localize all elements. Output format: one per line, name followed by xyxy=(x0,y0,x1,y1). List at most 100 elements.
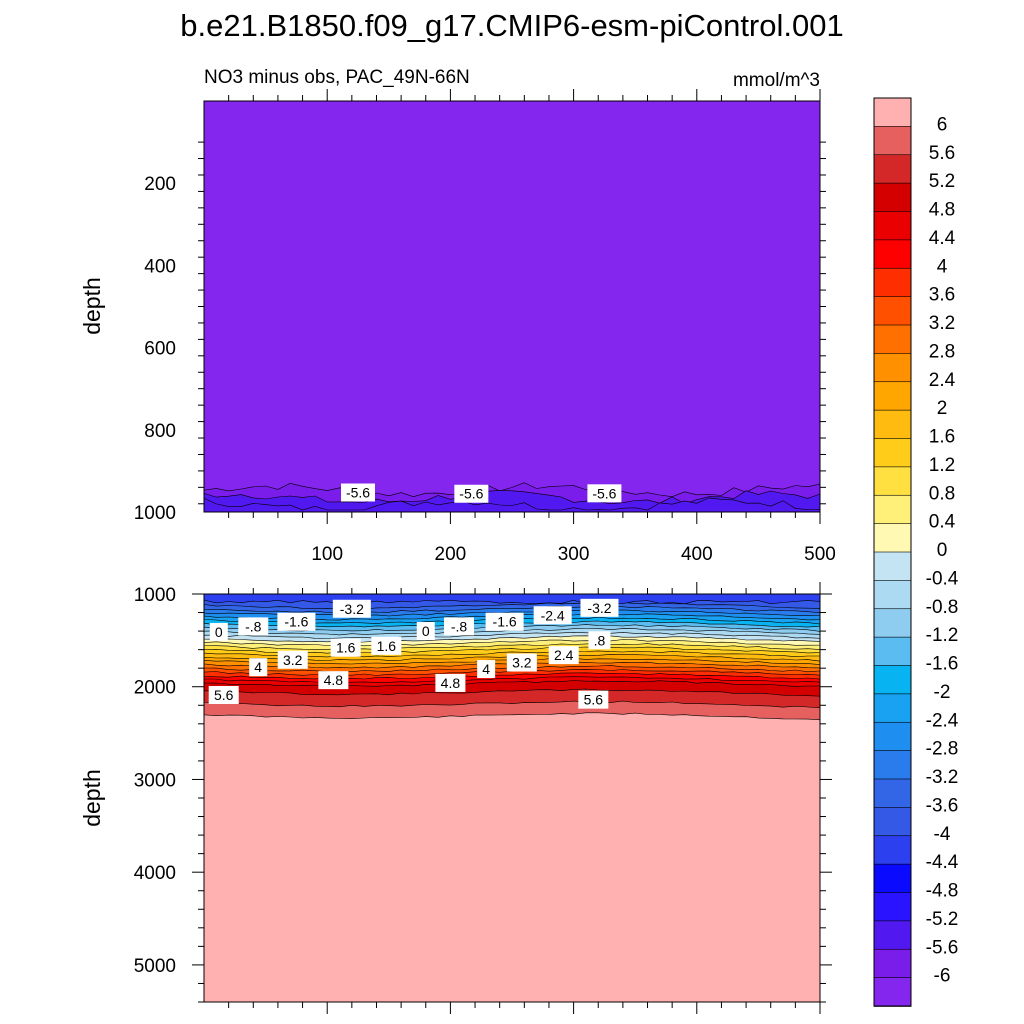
contour-label-box xyxy=(341,483,375,502)
contour-label: 3.2 xyxy=(283,652,303,668)
colorbar-label: 4.8 xyxy=(929,200,955,221)
contour-label-box xyxy=(238,617,269,636)
upper-panel: 200 400 600 800 1000 100 200 300 400 500 depth -5.6… xyxy=(79,89,836,565)
contour-label: 2.4 xyxy=(554,647,574,663)
colorbar-swatch xyxy=(873,409,912,440)
upper-y-axis-label: depth xyxy=(79,277,105,335)
x-tick-label: 200 xyxy=(435,544,467,565)
y-tick-label: 1000 xyxy=(134,503,176,524)
x-tick-label: 300 xyxy=(558,544,590,565)
colorbar-label: 6 xyxy=(937,114,948,135)
colorbar-label: -1.6 xyxy=(926,654,959,675)
colorbar-label: 5.6 xyxy=(929,143,955,164)
contour-label: -.8 xyxy=(245,618,262,634)
y-tick-label: 200 xyxy=(144,174,176,195)
colorbar-label: -4 xyxy=(934,824,951,845)
contour-label-box xyxy=(277,612,316,631)
colorbar-swatch xyxy=(873,97,912,128)
colorbar-swatch xyxy=(873,211,912,241)
contour-label-box xyxy=(435,673,466,692)
contour-label-box xyxy=(209,622,228,641)
colorbar-label: 4.4 xyxy=(929,228,956,249)
contour-label: 3.2 xyxy=(512,655,532,671)
colorbar-label: -2.4 xyxy=(926,710,959,731)
x-tick-label: 400 xyxy=(681,544,713,565)
colorbar-label: -5.2 xyxy=(926,909,959,930)
contour-label-box xyxy=(548,646,579,665)
colorbar-label: -0.8 xyxy=(926,597,959,618)
y-tick-label: 4000 xyxy=(134,863,176,884)
colorbar-swatch xyxy=(873,438,912,468)
upper-field-background xyxy=(204,101,820,512)
contour-label-box xyxy=(416,622,435,641)
colorbar-swatch xyxy=(873,466,912,497)
y-tick-label: 5000 xyxy=(134,956,176,977)
colorbar-label: -2.8 xyxy=(926,739,959,760)
colorbar-label: 1.2 xyxy=(929,455,955,476)
lower-panel: 1000 2000 3000 4000 5000 depth -3.2 -.8 -1.6 0 1.6… xyxy=(79,582,832,1014)
contour-label-box xyxy=(587,484,622,503)
contour-label: -5.6 xyxy=(346,485,370,501)
x-tick-label: 100 xyxy=(311,544,343,565)
contour-label: 5.6 xyxy=(584,692,604,708)
contour-label-box xyxy=(533,606,572,625)
contour-label: 4 xyxy=(254,659,262,675)
colorbar-swatch xyxy=(873,296,912,326)
contour-label-box xyxy=(578,690,609,709)
contour-label-box xyxy=(444,617,475,636)
colorbar-label: 1.6 xyxy=(929,427,955,448)
colorbar-swatch xyxy=(873,835,912,865)
colorbar-swatch xyxy=(873,580,912,610)
contour-label-box xyxy=(454,484,489,503)
subtitle-units: mmol/m^3 xyxy=(733,70,820,91)
colorbar: 6 5.6 5.2 4.8 4.4 4 3.6 3.2 2.8 2.4 2 1.6 1.2 0.8 0.4 0… xyxy=(873,97,959,1007)
contour-label: 4 xyxy=(482,661,490,677)
colorbar-swatch xyxy=(873,523,912,553)
contour-label-box xyxy=(277,650,308,669)
colorbar-swatch xyxy=(873,324,912,355)
colorbar-swatch xyxy=(873,778,912,809)
contour-label: -.8 xyxy=(451,618,468,634)
contour-label: -1.6 xyxy=(493,614,517,630)
contour-label: .8 xyxy=(594,632,606,648)
colorbar-swatch xyxy=(873,807,912,837)
x-tick-label: 500 xyxy=(804,544,836,565)
y-tick-label: 800 xyxy=(144,421,176,442)
contour-label: -3.2 xyxy=(587,600,611,616)
colorbar-label: 0 xyxy=(937,540,948,561)
colorbar-swatch xyxy=(873,494,912,525)
contour-label-box xyxy=(318,671,349,690)
colorbar-swatch xyxy=(873,693,912,724)
contour-label: -2.4 xyxy=(541,607,565,623)
chart-title: b.e21.B1850.f09_g17.CMIP6-esm-piControl.… xyxy=(180,8,843,43)
colorbar-label: 2.8 xyxy=(929,341,955,362)
contour-label: 4.8 xyxy=(441,675,461,691)
contour-label: -5.6 xyxy=(459,486,483,502)
colorbar-label: -5.6 xyxy=(926,937,959,958)
contour-label-box xyxy=(580,598,619,617)
upper-contour-band xyxy=(203,497,821,513)
contour-label: 4.8 xyxy=(324,672,344,688)
colorbar-label: 0.4 xyxy=(929,512,956,533)
colorbar-label: 0.8 xyxy=(929,483,955,504)
colorbar-label: 2 xyxy=(937,398,948,419)
contour-label: 1.6 xyxy=(336,640,356,656)
y-tick-label: 3000 xyxy=(134,770,176,791)
colorbar-label: -2 xyxy=(934,682,951,703)
colorbar-label: 4 xyxy=(937,256,948,277)
colorbar-swatch xyxy=(873,353,912,383)
colorbar-swatch xyxy=(873,126,912,156)
colorbar-swatch xyxy=(873,920,912,951)
y-tick-label: 400 xyxy=(144,256,176,277)
contour-label: 1.6 xyxy=(377,638,397,654)
contour-label: -5.6 xyxy=(592,485,616,501)
colorbar-swatch xyxy=(873,239,912,270)
colorbar-swatch xyxy=(873,267,912,298)
colorbar-label: -6 xyxy=(934,966,951,987)
colorbar-swatch xyxy=(873,863,912,894)
colorbar-label: 2.4 xyxy=(929,370,956,391)
lower-y-axis-label: depth xyxy=(79,769,105,827)
colorbar-swatch xyxy=(873,636,912,667)
colorbar-label: -4.4 xyxy=(926,852,959,873)
